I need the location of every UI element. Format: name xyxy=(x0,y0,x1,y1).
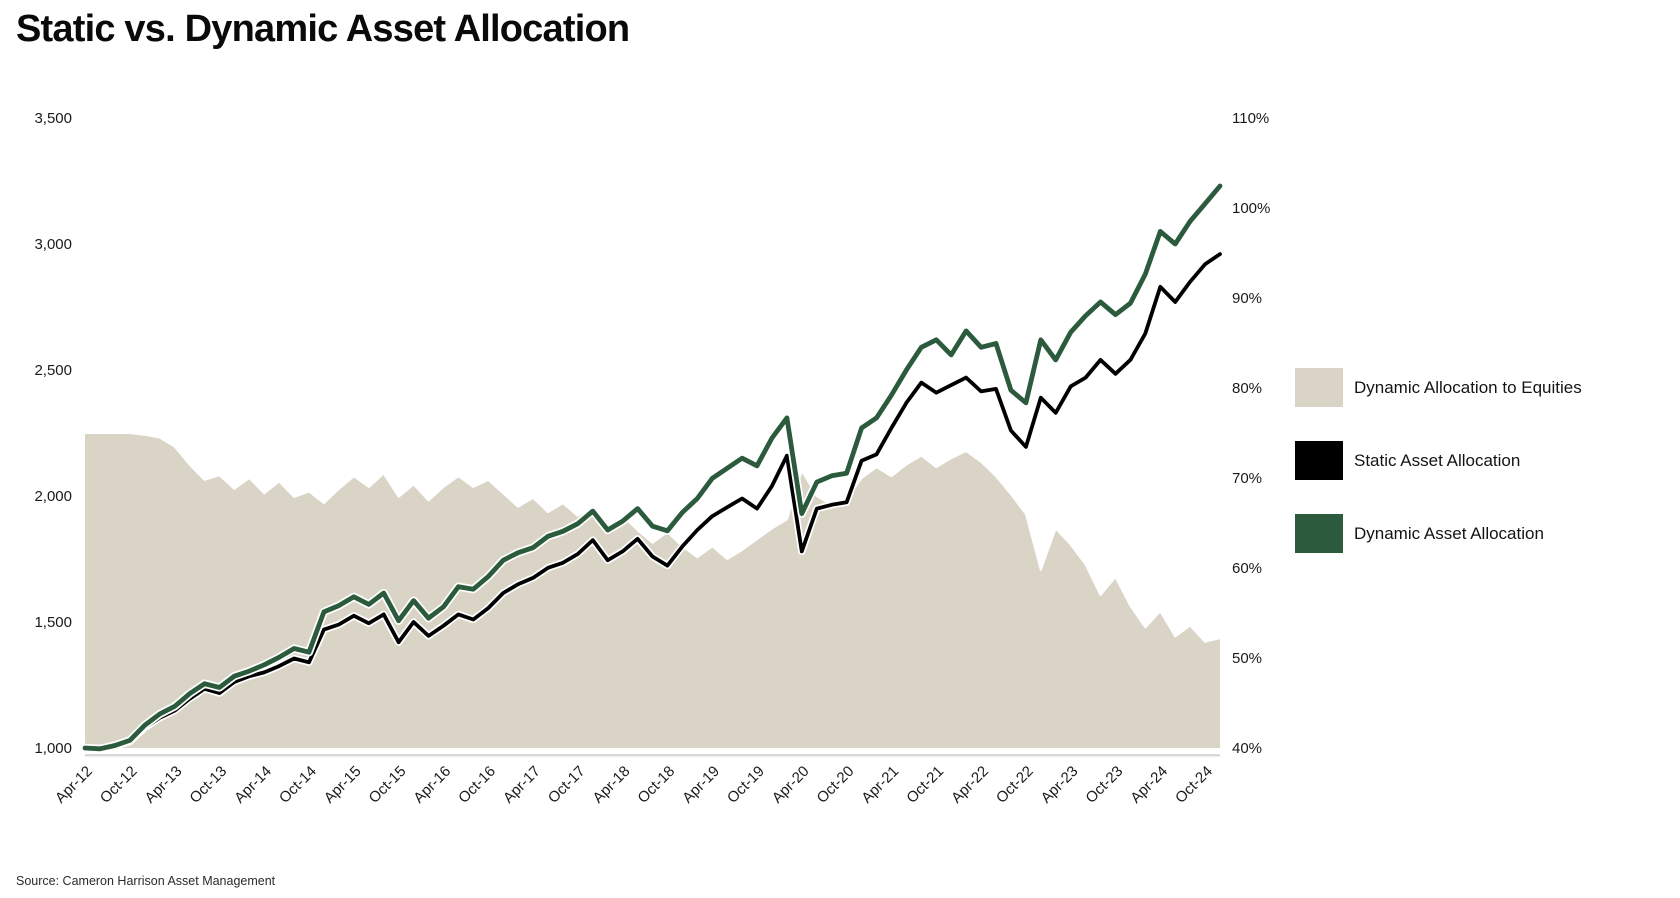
right-axis-tick: 50% xyxy=(1232,650,1262,667)
x-axis-tick: Apr-14 xyxy=(231,763,275,807)
equity-allocation-area xyxy=(85,433,1220,748)
right-axis-tick: 70% xyxy=(1232,470,1262,487)
legend-swatch-area xyxy=(1295,368,1343,407)
right-axis-tick: 60% xyxy=(1232,560,1262,577)
right-axis-tick: 90% xyxy=(1232,290,1262,307)
legend-swatch-static xyxy=(1295,441,1343,480)
x-axis-tick: Apr-18 xyxy=(590,763,634,807)
right-axis-tick: 110% xyxy=(1232,110,1269,127)
left-axis-tick: 1,500 xyxy=(34,614,72,631)
page-title: Static vs. Dynamic Asset Allocation xyxy=(16,8,630,50)
source-note: Source: Cameron Harrison Asset Managemen… xyxy=(16,874,276,888)
x-axis-tick: Oct-16 xyxy=(455,763,499,807)
x-axis-tick: Apr-22 xyxy=(948,763,992,807)
right-axis-tick: 40% xyxy=(1232,740,1262,757)
left-axis-tick: 3,000 xyxy=(34,236,72,253)
left-axis-tick: 2,000 xyxy=(34,488,72,505)
x-axis-tick: Oct-24 xyxy=(1172,763,1216,807)
dynamic-allocation-line xyxy=(82,183,1223,752)
x-axis-tick: Oct-18 xyxy=(634,763,678,807)
legend: Dynamic Allocation to Equities Static As… xyxy=(1295,368,1665,587)
x-axis-tick: Apr-12 xyxy=(52,763,96,807)
x-axis-tick: Apr-13 xyxy=(142,763,186,807)
x-axis-tick: Apr-15 xyxy=(321,763,365,807)
static-allocation-line xyxy=(83,252,1222,751)
x-axis-tick: Oct-12 xyxy=(97,763,141,807)
x-axis-tick: Oct-19 xyxy=(724,763,768,807)
legend-item-static-asset-allocation: Static Asset Allocation xyxy=(1295,441,1665,480)
x-axis-line xyxy=(85,754,1220,757)
right-axis-tick: 80% xyxy=(1232,380,1262,397)
x-axis-tick: Oct-13 xyxy=(186,763,230,807)
x-axis-tick: Oct-15 xyxy=(366,763,410,807)
x-axis-tick: Apr-20 xyxy=(769,763,813,807)
x-axis-tick: Apr-16 xyxy=(410,763,454,807)
x-axis-tick: Apr-23 xyxy=(1038,763,1082,807)
legend-swatch-dynamic xyxy=(1295,514,1343,553)
legend-label: Dynamic Asset Allocation xyxy=(1354,523,1544,543)
x-axis-tick: Oct-21 xyxy=(903,763,947,807)
legend-item-dynamic-asset-allocation: Dynamic Asset Allocation xyxy=(1295,514,1665,553)
x-axis-tick: Apr-19 xyxy=(679,763,723,807)
equity-allocation-area-edge xyxy=(85,432,1221,643)
x-axis-tick: Oct-22 xyxy=(993,763,1037,807)
legend-label: Dynamic Allocation to Equities xyxy=(1354,377,1582,397)
x-axis-tick: Oct-23 xyxy=(1082,763,1126,807)
left-axis-tick: 1,000 xyxy=(34,740,72,757)
legend-label: Static Asset Allocation xyxy=(1354,450,1521,470)
left-axis-tick: 2,500 xyxy=(34,362,72,379)
legend-item-dynamic-allocation-to-equities: Dynamic Allocation to Equities xyxy=(1295,368,1665,407)
right-axis-tick: 100% xyxy=(1232,200,1270,217)
left-axis-tick: 3,500 xyxy=(34,110,72,127)
x-axis-tick: Oct-20 xyxy=(814,763,858,807)
x-axis-tick: Oct-14 xyxy=(276,763,320,807)
x-axis-tick: Apr-24 xyxy=(1127,763,1171,807)
x-axis-tick: Apr-21 xyxy=(858,763,902,807)
x-axis-tick: Oct-17 xyxy=(545,763,589,807)
x-axis-tick: Apr-17 xyxy=(500,763,544,807)
